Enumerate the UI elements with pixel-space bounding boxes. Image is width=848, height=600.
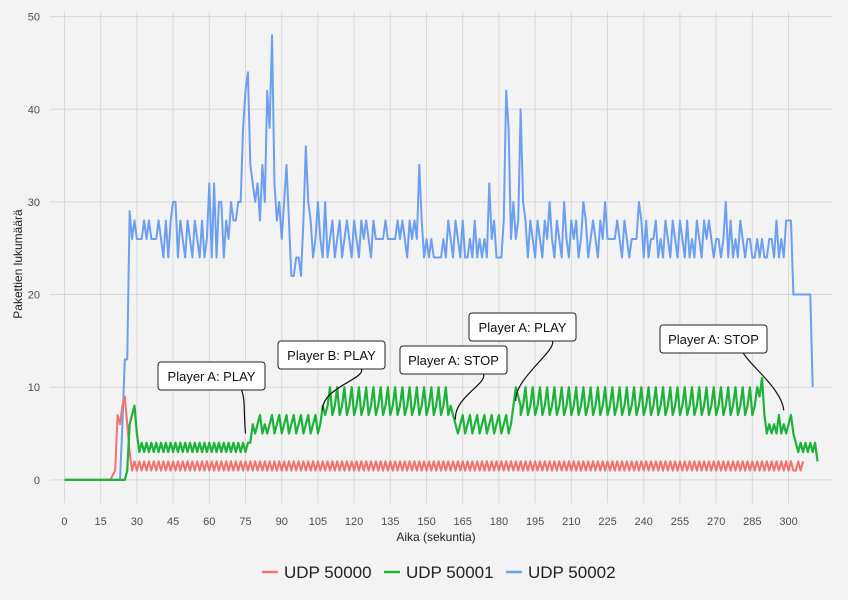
legend: UDP 50000 UDP 50001 UDP 50002: [262, 563, 616, 582]
y-tick-label: 0: [34, 475, 40, 487]
annotation-label: Player A: STOP: [668, 332, 759, 347]
x-tick-label: 180: [490, 516, 508, 528]
x-tick-label: 30: [131, 516, 143, 528]
y-tick-label: 50: [28, 12, 40, 24]
legend-label: UDP 50002: [528, 563, 616, 582]
annotation-box: [659, 324, 768, 354]
annotation-connector: [322, 368, 363, 411]
annotations: Player A: PLAY Player B: PLAY Player A: ST…: [157, 312, 785, 434]
legend-label: UDP 50000: [284, 563, 372, 582]
x-tick-label: 300: [779, 516, 797, 528]
annotation: Player A: STOP: [399, 345, 508, 420]
x-tick-label: 120: [345, 516, 363, 528]
x-tick-label: 165: [454, 516, 472, 528]
x-axis-title: Aika (sekuntia): [396, 530, 475, 544]
x-tick-label: 75: [239, 516, 251, 528]
annotation: Player A: PLAY: [157, 361, 266, 434]
annotation: Player B: PLAY: [277, 340, 386, 411]
series-line-udp-50000: [64, 395, 805, 481]
x-tick-label: 195: [526, 516, 544, 528]
x-tick-label: 0: [61, 516, 67, 528]
x-tick-label: 255: [671, 516, 689, 528]
x-tick-label: 135: [381, 516, 399, 528]
annotation-connector: [454, 373, 485, 420]
annotation-label: Player A: PLAY: [168, 369, 256, 384]
y-axis-title: Pakettien lukumäärä: [11, 209, 25, 319]
annotation-label: Player B: PLAY: [287, 348, 376, 363]
annotation-box: [399, 345, 508, 375]
x-tick-label: 210: [562, 516, 580, 528]
x-tick-label: 225: [598, 516, 616, 528]
y-tick-label: 10: [28, 382, 40, 394]
x-tick-label: 60: [203, 516, 215, 528]
y-tick-label: 20: [28, 290, 40, 302]
x-tick-label: 240: [635, 516, 653, 528]
annotation-connector: [515, 340, 554, 402]
annotation-box: [468, 312, 577, 342]
annotation-connector: [240, 389, 247, 434]
x-tick-label: 270: [707, 516, 725, 528]
annotation: Player A: STOP: [659, 324, 785, 411]
annotation-box: [157, 361, 266, 391]
annotation: Player A: PLAY: [468, 312, 577, 402]
annotation-connector: [742, 352, 785, 411]
x-tick-label: 45: [167, 516, 179, 528]
x-tick-label: 90: [276, 516, 288, 528]
y-tick-label: 30: [28, 197, 40, 209]
annotation-label: Player A: PLAY: [479, 320, 567, 335]
series-line-udp-50001: [64, 376, 819, 481]
annotation-label: Player A: STOP: [408, 353, 499, 368]
x-tick-label: 150: [417, 516, 435, 528]
series-lines: [64, 34, 819, 481]
x-tick-label: 285: [743, 516, 761, 528]
tick-labels: 0 15 30 45 60 75 90 105 120 135 150 165 180 195 210 225…: [28, 12, 798, 528]
x-tick-label: 15: [95, 516, 107, 528]
legend-label: UDP 50001: [406, 563, 494, 582]
y-tick-label: 40: [28, 104, 40, 116]
x-tick-label: 105: [309, 516, 327, 528]
series-line-udp-50002: [64, 34, 814, 481]
annotation-box: [277, 340, 386, 370]
